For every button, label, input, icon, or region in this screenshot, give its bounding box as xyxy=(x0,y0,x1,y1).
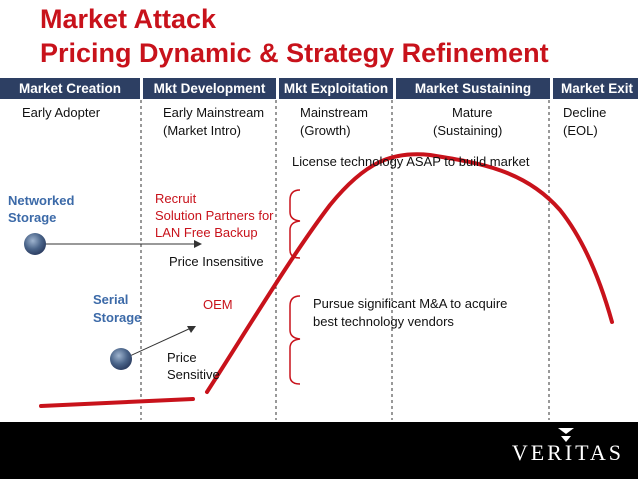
stage-mainstream-sub: (Growth) xyxy=(300,123,351,138)
stage-decline-sub: (EOL) xyxy=(563,123,598,138)
oem-label: OEM xyxy=(203,297,233,312)
adoption-curve xyxy=(205,152,614,394)
footer-bar: VERITAS xyxy=(0,422,638,479)
arrowhead xyxy=(187,326,196,333)
license-note: License technology ASAP to build market xyxy=(292,154,530,169)
stage-mature-sub: (Sustaining) xyxy=(433,123,503,138)
curve-baseline xyxy=(39,397,195,408)
veritas-mark-icon xyxy=(558,428,574,442)
price-sensitive-label-2: Sensitive xyxy=(167,367,220,382)
recruit-note: Recruit xyxy=(155,191,197,206)
pursue-note: Pursue significant M&A to acquire xyxy=(313,296,508,311)
arrowhead xyxy=(194,240,202,248)
price-sensitive-label: Price xyxy=(167,350,197,365)
stage-mature: Mature xyxy=(452,105,493,120)
bracket xyxy=(289,295,301,385)
stage-decline: Decline xyxy=(563,105,607,120)
networked-storage-node xyxy=(24,233,46,255)
bracket xyxy=(289,189,301,259)
slide-subtitle: Pricing Dynamic & Strategy Refinement xyxy=(40,38,549,68)
serial-storage-node xyxy=(110,348,132,370)
stage-early-adopter: Early Adopter xyxy=(22,105,101,120)
serial-arrow xyxy=(120,327,192,361)
phase-mkt-development: Mkt Development xyxy=(143,78,276,99)
recruit-note-2: Solution Partners for xyxy=(155,208,274,223)
phase-mkt-exploitation: Mkt Exploitation xyxy=(279,78,393,99)
price-insensitive-label: Price Insensitive xyxy=(169,254,264,269)
veritas-logo: VERITAS xyxy=(511,440,624,465)
phase-bar: Market Creation Mkt Development Mkt Expl… xyxy=(0,78,638,99)
phase-market-sustaining: Market Sustaining xyxy=(396,78,550,99)
phase-market-creation: Market Creation xyxy=(0,78,140,99)
phase-market-exit: Market Exit xyxy=(553,78,638,99)
slide-title: Market Attack xyxy=(40,4,217,34)
diagram-graphics xyxy=(24,100,614,420)
networked-storage-label-2: Storage xyxy=(8,210,57,225)
serial-storage-label-2: Storage xyxy=(93,310,142,325)
stage-early-mainstream-sub: (Market Intro) xyxy=(163,123,242,138)
serial-storage-label: Serial xyxy=(93,292,129,307)
networked-storage-label: Networked xyxy=(8,193,75,208)
pursue-note-2: best technology vendors xyxy=(313,314,454,329)
recruit-note-3: LAN Free Backup xyxy=(155,225,258,240)
stage-mainstream: Mainstream xyxy=(300,105,368,120)
stage-early-mainstream: Early Mainstream xyxy=(163,105,265,120)
